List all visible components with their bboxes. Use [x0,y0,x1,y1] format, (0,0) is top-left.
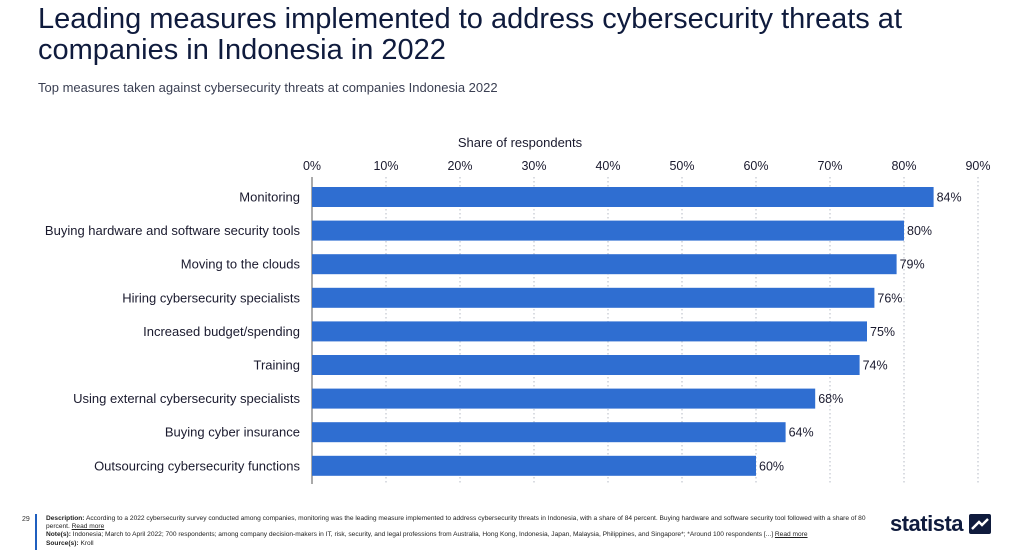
description-label: Description: [46,515,85,522]
bar-chart: Share of respondents 0% 10% 20% 30% 40% 50% 60… [45,135,991,484]
source-text: Kroll [80,539,94,547]
category-labels: Monitoring Buying hardware and software s… [45,190,301,474]
x-tick-label: 0% [303,159,321,173]
x-tick-label: 80% [891,159,916,173]
bar [312,287,875,308]
x-tick-label: 30% [521,159,546,173]
footer: 29 Description: According to a 2022 cybe… [0,508,1024,558]
x-tick-label: 50% [669,159,694,173]
bar [312,355,860,375]
value-label: 74% [863,359,888,373]
x-tick-label: 60% [743,159,768,173]
bar [312,321,867,342]
category-label: Buying cyber insurance [165,425,300,440]
bars [312,187,934,476]
statista-logo: statista [890,511,992,536]
value-labels: 84% 80% 79% 76% 75% 74% 68% 64% 60% [759,191,962,474]
x-tick-label: 90% [965,159,990,173]
value-label: 76% [877,291,902,305]
page-number: 29 [22,516,30,523]
bar [312,187,934,207]
x-axis-label: Share of respondents [458,135,583,150]
value-label: 80% [907,224,932,238]
value-label: 60% [759,459,784,473]
category-label: Outsourcing cybersecurity functions [94,458,300,473]
bar [312,388,816,409]
x-tick-label: 20% [447,159,472,173]
notes-read-more-link[interactable]: Read more [774,531,808,539]
statista-mark-icon [969,514,992,534]
value-label: 79% [900,258,925,272]
bar [312,455,756,476]
category-label: Hiring cybersecurity specialists [122,290,300,305]
source-label: Source(s): [46,539,79,547]
notes-text: Indonesia; March to April 2022; 700 resp… [72,531,774,539]
chart-title: Leading measures implemented to address … [38,3,902,66]
notes-label: Note(s): [46,531,71,539]
category-label: Moving to the clouds [181,257,301,272]
x-tick-label: 10% [373,159,398,173]
bar [312,422,786,443]
category-label: Buying hardware and software security to… [45,223,301,238]
x-axis-ticks: 0% 10% 20% 30% 40% 50% 60% 70% 80% 90% [303,159,991,173]
category-label: Training [254,358,300,373]
value-label: 68% [818,392,843,406]
value-label: 64% [789,426,814,440]
bar [312,220,904,241]
value-label: 84% [937,191,962,205]
category-label: Monitoring [239,190,300,205]
x-tick-label: 70% [817,159,842,173]
category-label: Using external cybersecurity specialists [73,391,300,406]
category-label: Increased budget/spending [143,324,300,339]
x-tick-label: 40% [595,159,620,173]
footer-notes: Description: According to a 2022 cyberse… [46,515,876,548]
value-label: 75% [870,325,895,339]
brand-wordmark: statista [890,511,964,536]
chart-subtitle: Top measures taken against cybersecurity… [38,80,498,95]
footer-accent-bar [35,514,37,550]
description-read-more-link[interactable]: Read more [71,523,105,531]
description-text: According to a 2022 cybersecurity survey… [46,515,866,531]
bar [312,254,897,275]
